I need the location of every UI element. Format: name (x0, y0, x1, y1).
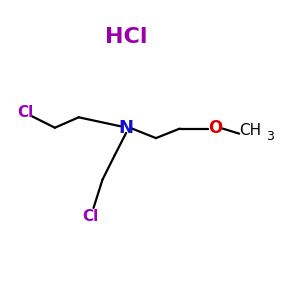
Text: O: O (208, 119, 223, 137)
Text: Cl: Cl (17, 105, 33, 120)
Text: HCl: HCl (105, 27, 148, 47)
Text: 3: 3 (266, 130, 274, 142)
Text: Cl: Cl (82, 209, 99, 224)
Text: N: N (119, 119, 134, 137)
Text: CH: CH (239, 123, 261, 138)
